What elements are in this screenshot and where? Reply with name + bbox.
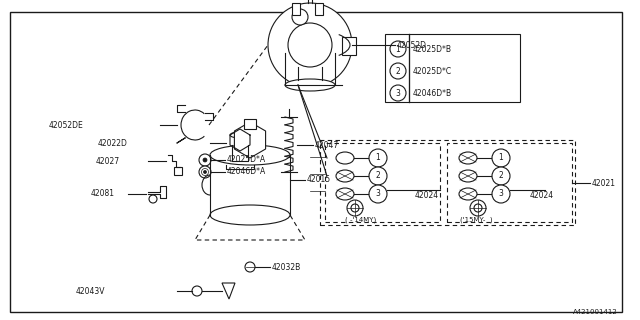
Circle shape — [149, 195, 157, 203]
Text: 42043V: 42043V — [76, 286, 105, 295]
Text: 42024: 42024 — [530, 190, 554, 199]
Text: 2: 2 — [499, 172, 504, 180]
Ellipse shape — [459, 170, 477, 182]
Bar — [325, 143, 440, 222]
Text: 3: 3 — [499, 189, 504, 198]
Ellipse shape — [459, 188, 477, 200]
Text: ('15MY-  ): ('15MY- ) — [460, 217, 493, 223]
Circle shape — [492, 149, 510, 167]
Circle shape — [492, 167, 510, 185]
Text: 42052DE: 42052DE — [48, 121, 83, 130]
Circle shape — [390, 85, 406, 101]
Text: 2: 2 — [396, 67, 401, 76]
Circle shape — [474, 204, 482, 212]
Text: 42025D*B: 42025D*B — [413, 44, 452, 53]
Text: 2: 2 — [376, 172, 380, 180]
Text: 42024: 42024 — [415, 190, 439, 199]
Bar — [342, 37, 356, 55]
Ellipse shape — [210, 145, 290, 165]
Text: 1: 1 — [499, 154, 504, 163]
Text: 42027: 42027 — [96, 156, 120, 165]
Ellipse shape — [230, 132, 250, 138]
Text: 42022D: 42022D — [98, 139, 128, 148]
Ellipse shape — [210, 205, 290, 225]
Circle shape — [351, 204, 359, 212]
Circle shape — [292, 9, 308, 25]
Text: 1: 1 — [396, 44, 401, 53]
Text: 1: 1 — [376, 154, 380, 163]
Text: 42047: 42047 — [315, 140, 339, 149]
Circle shape — [288, 23, 332, 67]
Text: 42025D*A: 42025D*A — [227, 156, 266, 164]
Text: 42052D: 42052D — [397, 41, 427, 50]
Bar — [174, 167, 182, 175]
Text: ( -'14MY): ( -'14MY) — [345, 217, 376, 223]
Ellipse shape — [459, 152, 477, 164]
Bar — [315, 3, 323, 15]
Bar — [447, 143, 572, 222]
Circle shape — [470, 200, 486, 216]
Circle shape — [369, 185, 387, 203]
Ellipse shape — [336, 188, 354, 200]
Circle shape — [369, 149, 387, 167]
Circle shape — [268, 3, 352, 87]
Text: 3: 3 — [396, 89, 401, 98]
Circle shape — [199, 166, 211, 178]
Text: 3: 3 — [376, 189, 380, 198]
Text: 42025D*C: 42025D*C — [413, 67, 452, 76]
Bar — [244, 119, 256, 129]
Text: 42046D*B: 42046D*B — [413, 89, 452, 98]
Circle shape — [203, 158, 207, 162]
Circle shape — [492, 185, 510, 203]
Text: 42032B: 42032B — [272, 262, 301, 271]
Circle shape — [369, 167, 387, 185]
Circle shape — [204, 171, 207, 173]
Bar — [385, 34, 520, 102]
Text: A421001412: A421001412 — [573, 309, 618, 315]
Circle shape — [199, 154, 211, 166]
Ellipse shape — [232, 158, 248, 164]
Bar — [292, 3, 300, 15]
Text: 42021: 42021 — [592, 179, 616, 188]
Text: 42015: 42015 — [307, 175, 331, 185]
Text: 42081: 42081 — [91, 189, 115, 198]
Circle shape — [202, 169, 209, 175]
Circle shape — [245, 262, 255, 272]
Ellipse shape — [336, 170, 354, 182]
Polygon shape — [222, 283, 235, 299]
Circle shape — [347, 200, 363, 216]
Ellipse shape — [336, 152, 354, 164]
Circle shape — [192, 286, 202, 296]
Circle shape — [390, 41, 406, 57]
Ellipse shape — [285, 79, 335, 91]
Circle shape — [390, 63, 406, 79]
Text: 42046D*A: 42046D*A — [227, 167, 266, 177]
Bar — [320, 140, 575, 225]
